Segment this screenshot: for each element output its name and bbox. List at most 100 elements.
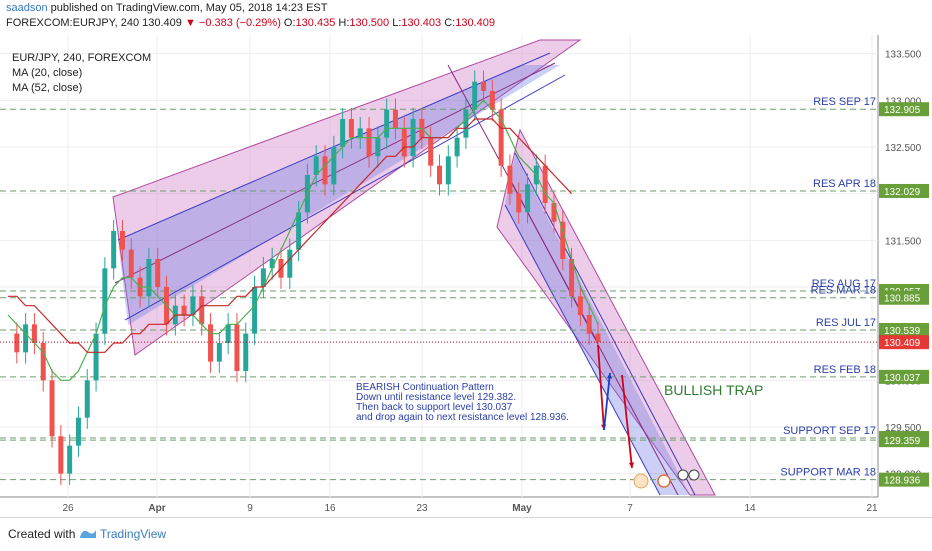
bullish-trap-label: BULLISH TRAP [664, 382, 763, 398]
symbol-name: FOREXCOM:EURJPY, 240 [6, 17, 140, 29]
level-label: RES FEB 18 [814, 364, 876, 376]
candle-body [428, 137, 434, 166]
candle-body [75, 417, 81, 446]
candle-body [31, 324, 37, 343]
time-tick-label: 9 [247, 503, 253, 514]
candle-body [93, 333, 99, 381]
publish-info: saadson published on TradingView.com, Ma… [6, 2, 327, 14]
candle-body [516, 193, 522, 213]
level-value-label: 132.905 [884, 105, 921, 116]
candle-body [49, 380, 55, 437]
candle-body [128, 249, 134, 278]
candle-body [507, 165, 513, 194]
candle-body [595, 333, 601, 343]
ma52-line [8, 118, 573, 353]
candle-body [313, 156, 319, 175]
candle-body [287, 249, 293, 278]
candle-body [14, 333, 20, 353]
candle-body [67, 445, 73, 474]
time-tick-label: 14 [744, 503, 756, 514]
level-value-label: 130.037 [884, 373, 921, 384]
price-tick-label: 129.500 [885, 423, 922, 434]
candle-body [366, 128, 372, 157]
event-icon[interactable] [688, 469, 700, 481]
price-tick-label: 132.500 [885, 143, 922, 154]
price-change: −0.383 (−0.29%) [198, 17, 281, 29]
time-tick-label: Apr [148, 503, 165, 514]
level-value-box [879, 472, 929, 487]
candle-body [216, 343, 222, 362]
candle-body [199, 296, 205, 325]
candle-body [102, 268, 108, 334]
level-value-box [879, 369, 929, 384]
level-label: RES AUG 17 [812, 278, 876, 290]
low-label: L: [392, 17, 402, 29]
level-value-label: 128.936 [884, 476, 921, 487]
candle-body [190, 296, 196, 315]
event-icon[interactable] [657, 474, 671, 488]
candle-body [111, 231, 117, 269]
level-label: SUPPORT SEP 17 [783, 425, 876, 437]
time-tick-label: 7 [627, 503, 633, 514]
high-label: H: [338, 17, 350, 29]
time-tick-label: 21 [866, 503, 878, 514]
candle-body [119, 231, 125, 250]
chart-title-legend: EUR/JPY, 240, FOREXCOM [12, 52, 152, 64]
candle-body [375, 137, 381, 157]
candle-body [454, 137, 460, 157]
down-arrow-icon: ▼ [184, 17, 196, 29]
low-value: 130.403 [401, 17, 442, 29]
candle-body [586, 315, 592, 334]
candle-body [181, 305, 187, 315]
candle-body [58, 436, 64, 474]
candle-body [243, 333, 249, 371]
level-label: RES MAR 18 [811, 285, 876, 297]
close-value: 130.409 [455, 17, 495, 29]
ma20-legend: MA (20, close) [12, 67, 83, 79]
level-value-box [879, 183, 929, 198]
candle-body [560, 221, 566, 259]
brand-link[interactable]: TradingView [100, 527, 167, 541]
event-icon[interactable] [677, 469, 689, 481]
time-tick-label: 23 [416, 503, 428, 514]
candle-body [445, 156, 451, 185]
candle-body [481, 81, 487, 91]
last-price: 130.409 [142, 17, 182, 29]
up-arrow [603, 372, 611, 431]
candle-body [225, 324, 231, 343]
level-value-label: 130.885 [884, 294, 921, 305]
candle-body [331, 147, 337, 185]
candle-body [296, 212, 302, 250]
price-tick-label: 133.000 [885, 96, 922, 107]
candle-body [542, 165, 548, 203]
level-value-box [879, 102, 929, 117]
candle-body [348, 119, 354, 138]
level-label: SUPPORT MAR 18 [780, 467, 876, 479]
up-arrow-head [606, 373, 613, 379]
footer: Created with TradingView [0, 517, 932, 551]
level-label: RES SEP 17 [813, 96, 876, 108]
annotation-text: Down until resistance level 129.382. [356, 392, 516, 403]
candle-body [252, 287, 258, 334]
down-arrow-2-head [628, 462, 635, 468]
annotation-text: Then back to support level 130.037 [356, 402, 513, 413]
candle-body [489, 91, 495, 110]
level-value-label: 132.029 [884, 187, 921, 198]
level-value-label: 129.359 [884, 436, 921, 447]
candle-body [410, 119, 416, 157]
time-tick-label: 16 [324, 503, 336, 514]
candle-body [551, 203, 557, 222]
open-value: 130.435 [295, 17, 336, 29]
event-icon[interactable] [633, 473, 649, 489]
price-tick-label: 133.500 [885, 50, 922, 61]
candle-body [322, 156, 328, 185]
up-channel-line [124, 74, 566, 321]
candle-body [40, 343, 46, 381]
author-name[interactable]: saadson [6, 2, 48, 14]
time-tick-label: May [512, 503, 532, 514]
candle-body [146, 259, 152, 297]
symbol-info: FOREXCOM:EURJPY, 240 130.409 ▼ −0.383 (−… [6, 17, 495, 29]
candle-body [577, 296, 583, 315]
level-label: RES APR 18 [813, 178, 876, 190]
